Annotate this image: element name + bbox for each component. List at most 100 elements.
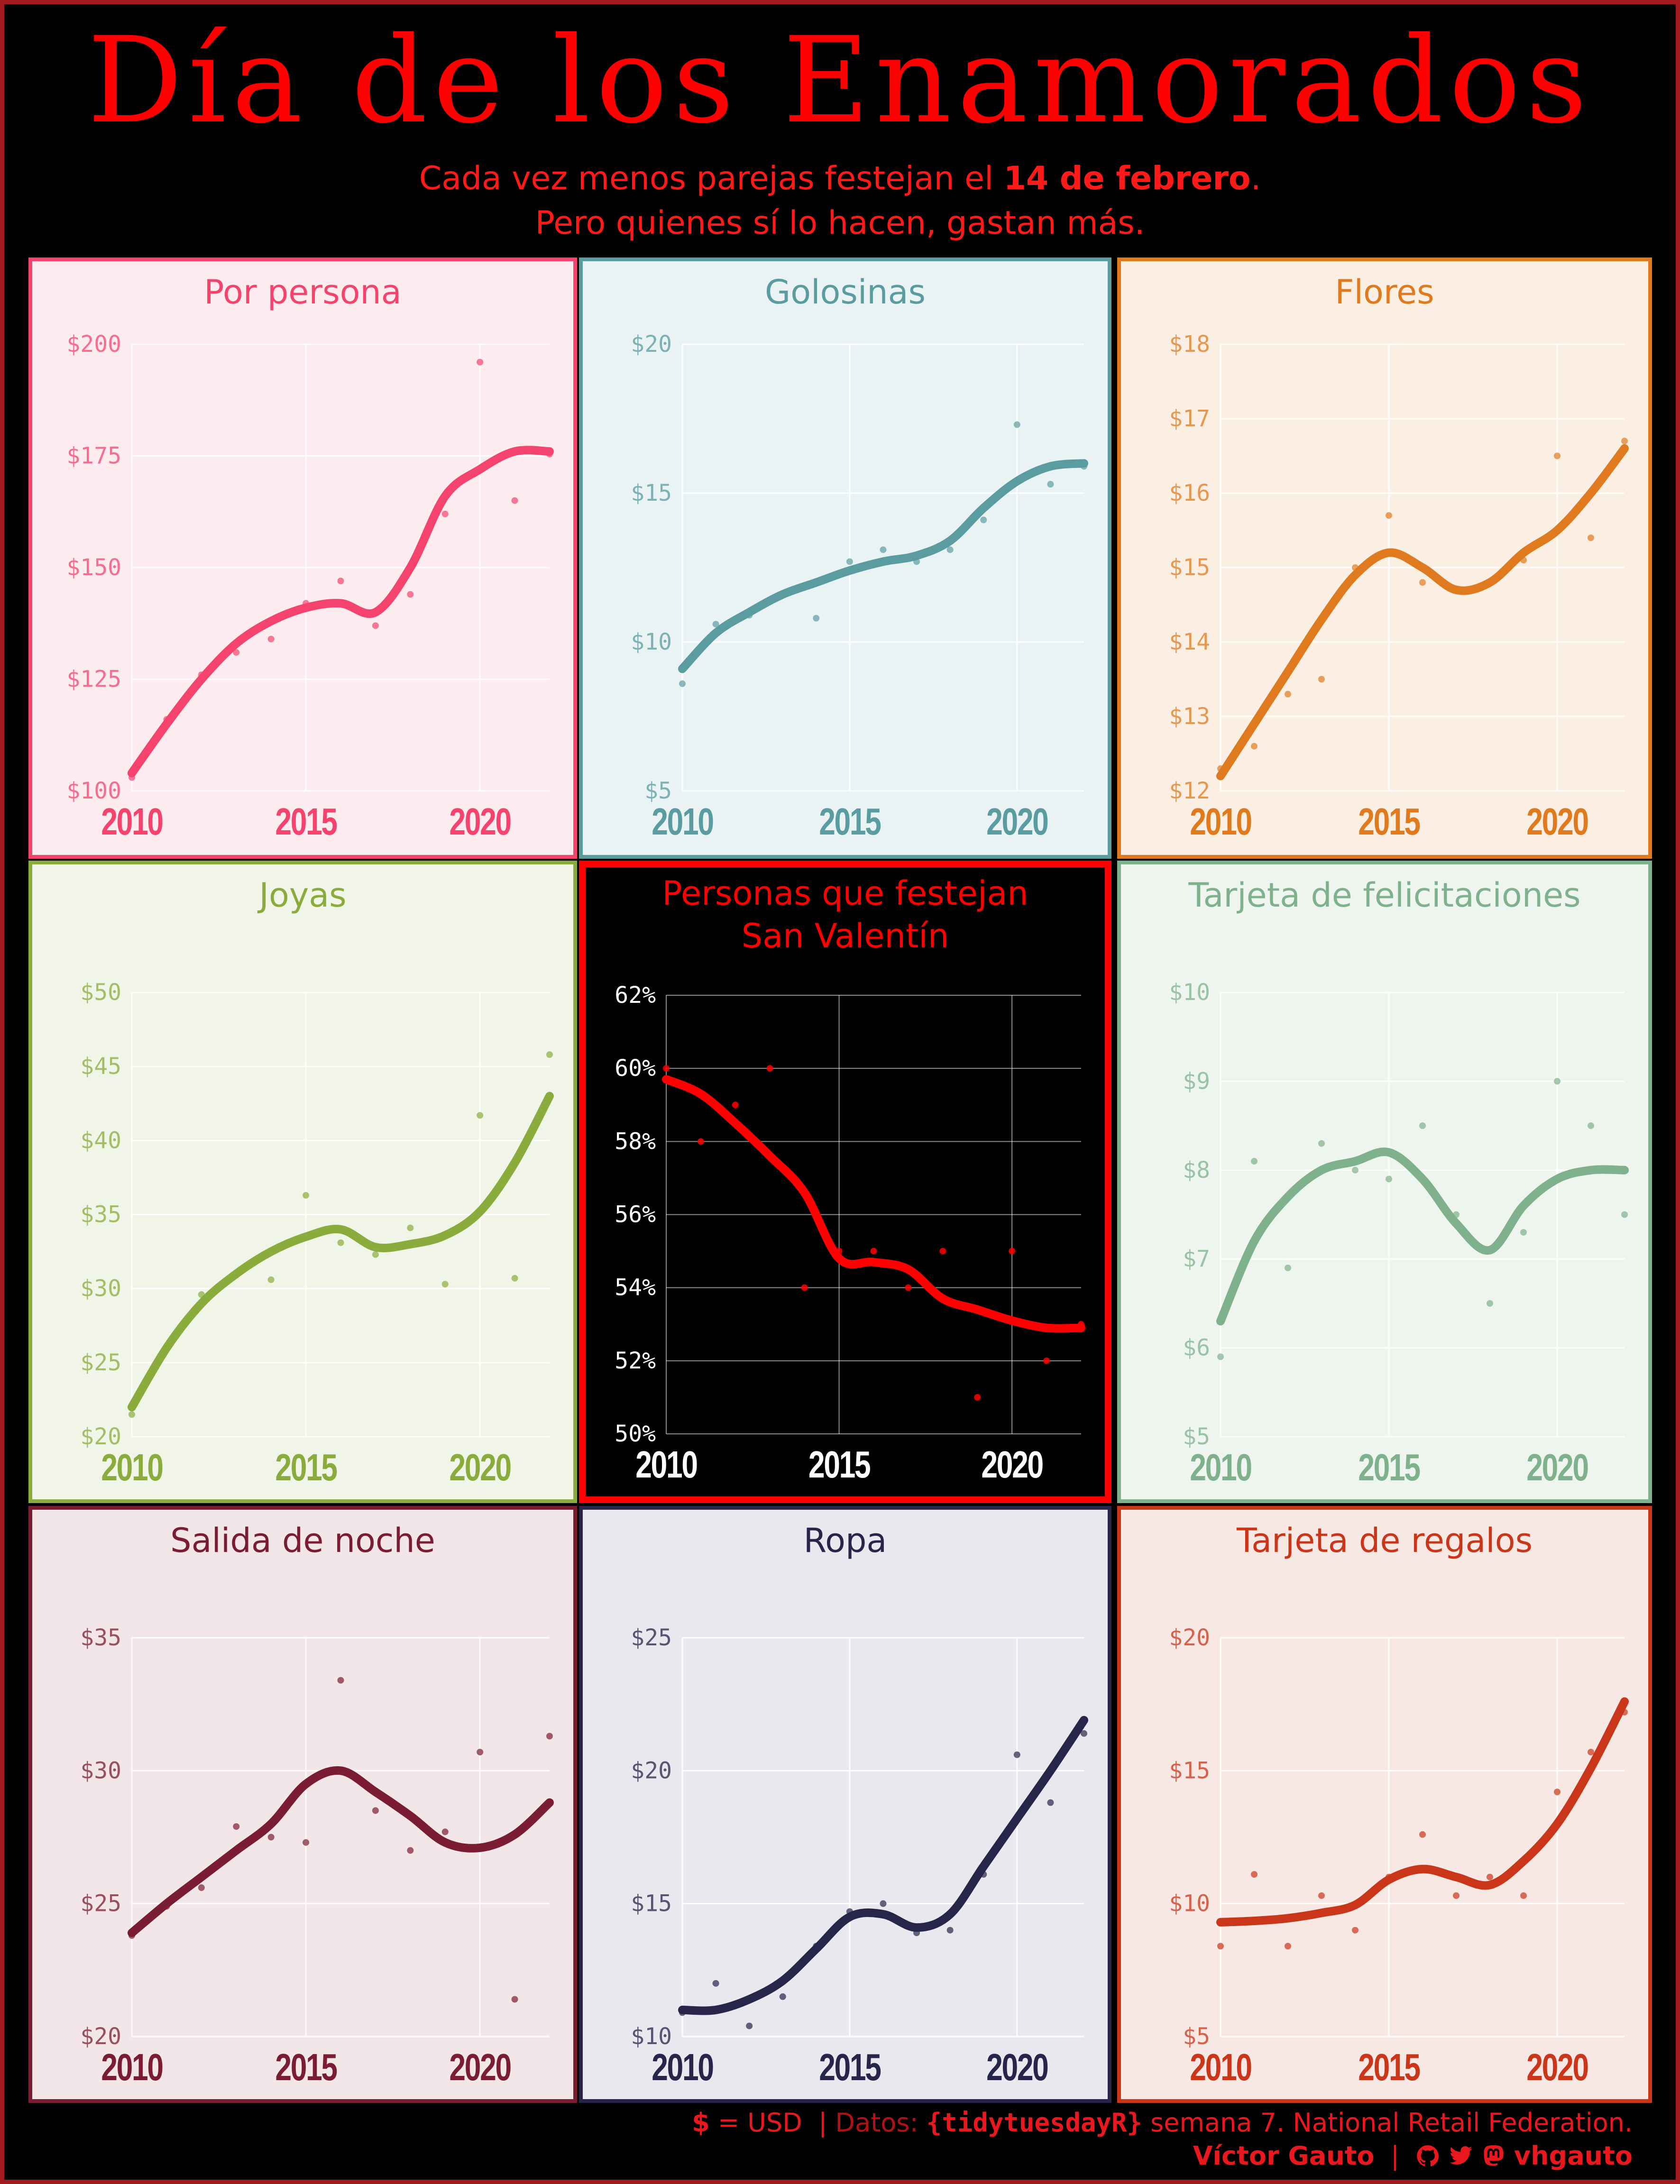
y-tick-label: $175: [66, 443, 121, 469]
y-tick-label: $5: [1183, 2023, 1210, 2050]
data-point: [1318, 1892, 1325, 1899]
source-tag: {tidytuesdayR}: [926, 2108, 1142, 2138]
subtitle: Cada vez menos parejas festejan el 14 de…: [0, 156, 1680, 246]
x-tick-label: 2010: [1190, 801, 1251, 843]
data-point: [1251, 743, 1258, 750]
data-point: [1554, 1789, 1561, 1796]
y-tick-label: $45: [80, 1053, 121, 1080]
data-point: [441, 510, 449, 517]
data-point: [813, 615, 820, 622]
y-tick-label: $35: [80, 1624, 121, 1651]
author-handle: vhgauto: [1514, 2141, 1633, 2171]
y-tick-label: $30: [80, 1276, 121, 1302]
data-point: [267, 1276, 275, 1283]
trend-line: [128, 1766, 554, 1937]
y-tick-label: $7: [1183, 1246, 1210, 1272]
data-point: [1453, 1892, 1460, 1899]
x-tick-label: 2010: [1190, 2046, 1251, 2089]
data-point: [1554, 1078, 1561, 1085]
y-tick-label: $12: [1169, 778, 1210, 804]
data-point: [679, 680, 686, 687]
chart-svg: $100 $125 $150 $175 $200 2010 2015 2020: [66, 331, 554, 843]
data-point: [407, 1224, 414, 1231]
chart-title-line: Golosinas: [765, 273, 926, 312]
data-point: [870, 1248, 877, 1255]
y-tick-label: $10: [1169, 979, 1210, 1006]
panel-salida-noche: Salida de noche $20 $25 $30 $35 2010 2015 2020: [28, 1506, 577, 2103]
data-point: [946, 546, 954, 553]
panel-golosinas: Golosinas $5 $10 $15 $20 2010 2015 2020: [579, 257, 1111, 859]
chart-title: Personas que festejan San Valentín: [586, 872, 1105, 957]
y-tick-label: $100: [66, 778, 121, 804]
y-tick-label: $20: [631, 331, 672, 358]
x-tick-label: 2015: [1358, 2046, 1420, 2089]
data-point: [477, 1749, 484, 1756]
x-tick-label: 2015: [275, 2046, 337, 2089]
x-tick-label: 2010: [101, 801, 162, 843]
x-tick-label: 2015: [1358, 801, 1420, 843]
x-tick-label: 2010: [101, 2046, 162, 2089]
y-tick-label: $10: [1169, 1890, 1210, 1917]
data-point: [1081, 1730, 1087, 1737]
data-point: [372, 1807, 379, 1814]
data-point: [407, 591, 414, 598]
y-tick-label: $20: [80, 2023, 121, 2050]
chart-svg: $12 $13 $14 $15 $16 $17 $18 2010 2015 2020: [1169, 331, 1629, 843]
currency-symbol: $: [692, 2108, 710, 2138]
data-point: [303, 1192, 310, 1199]
data-point: [1386, 512, 1392, 519]
chart-title: Joyas: [32, 874, 573, 917]
chart-title-line: San Valentín: [741, 917, 949, 955]
data-point: [511, 1275, 518, 1282]
chart-title-line: Tarjeta de felicitaciones: [1188, 876, 1581, 915]
chart-title-line: Personas que festejan: [662, 874, 1028, 913]
data-point: [233, 649, 240, 656]
data-point: [267, 1834, 275, 1841]
data-point: [663, 1065, 670, 1072]
github-icon[interactable]: [1415, 2144, 1440, 2168]
data-point: [766, 1065, 773, 1072]
panel-ropa: Ropa $10 $15 $20 $25 2010 2015 2020: [579, 1506, 1111, 2103]
data-point: [732, 1101, 739, 1109]
data-point: [1009, 1248, 1016, 1255]
y-tick-label: $35: [80, 1202, 121, 1228]
twitter-icon[interactable]: [1449, 2144, 1473, 2168]
data-point: [1043, 1357, 1050, 1364]
data-point: [372, 622, 379, 629]
y-tick-label: $40: [80, 1127, 121, 1154]
x-tick-label: 2015: [819, 801, 881, 843]
y-tick-label: $50: [80, 979, 121, 1006]
data-point: [1251, 1158, 1258, 1165]
y-tick-label: $15: [631, 1890, 672, 1917]
data-point: [746, 2022, 753, 2029]
x-tick-label: 2020: [1526, 2046, 1588, 2089]
y-tick-label: $18: [1169, 331, 1210, 358]
y-tick-label: 60%: [615, 1055, 656, 1082]
data-point: [337, 1677, 344, 1684]
data-point: [1217, 1353, 1224, 1360]
data-point: [801, 1284, 808, 1291]
data-point: [1047, 1799, 1054, 1806]
y-tick-label: 52%: [615, 1348, 656, 1374]
y-tick-label: $9: [1183, 1068, 1210, 1094]
y-tick-label: $15: [631, 480, 672, 506]
chart-title: Tarjeta de regalos: [1121, 1519, 1648, 1562]
subtitle-text: Cada vez menos parejas festejan el: [419, 160, 1004, 197]
y-tick-label: $13: [1169, 703, 1210, 730]
trend-line: [678, 459, 1088, 673]
chart-title: Flores: [1121, 271, 1648, 313]
data-point: [1251, 1871, 1258, 1878]
subtitle-period: .: [1250, 160, 1261, 197]
data-point: [1318, 1140, 1325, 1147]
chart-title: Tarjeta de felicitaciones: [1121, 874, 1648, 917]
x-tick-label: 2015: [275, 801, 337, 843]
y-tick-label: 54%: [615, 1275, 656, 1301]
chart-title: Golosinas: [583, 271, 1108, 313]
chart-title-line: Joyas: [259, 876, 347, 915]
data-point: [1013, 421, 1020, 428]
data-point: [980, 516, 987, 523]
data-point: [1386, 1175, 1392, 1183]
source-text: semana 7. National Retail Federation.: [1142, 2108, 1633, 2138]
mastodon-icon[interactable]: [1481, 2144, 1506, 2168]
chart-title-line: Tarjeta de regalos: [1236, 1521, 1533, 1560]
